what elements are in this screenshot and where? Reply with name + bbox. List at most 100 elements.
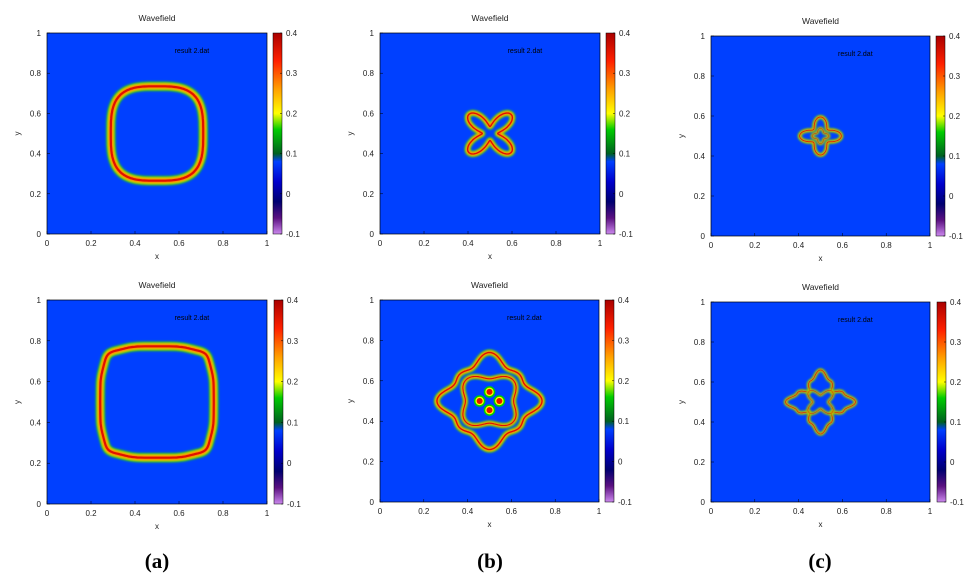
colorbar-tick-label: 0.2 xyxy=(949,112,961,121)
plot-title: Wavefield xyxy=(138,13,175,23)
colorbar-tick-label: -0.1 xyxy=(949,232,963,241)
y-tick-label: 0.2 xyxy=(694,458,706,467)
wavefront xyxy=(798,115,843,157)
x-tick-label: 1 xyxy=(928,241,933,250)
colorbar-tick-label: 0.4 xyxy=(950,298,962,307)
y-axis-label: y xyxy=(346,132,355,136)
plot-frame xyxy=(710,301,931,503)
y-tick-label: 0.8 xyxy=(694,338,706,347)
y-tick-label: 1 xyxy=(701,298,706,307)
colorbar xyxy=(272,32,283,235)
wavefield-panel-2: Wavefield result 2.dat 0 0.2 0.4 0.6 0.8 1 0 0.2 0… xyxy=(346,13,633,261)
y-tick-label: 0.6 xyxy=(694,378,706,387)
plot-title: Wavefield xyxy=(802,16,839,26)
x-tick-label: 1 xyxy=(265,239,270,248)
wavefield-panel-4: Wavefield result 2.dat 0 0.2 0.4 0.6 0.8 1 0 0.2 0… xyxy=(13,280,301,531)
field-background xyxy=(711,302,930,502)
wavefront-ring-1-peak xyxy=(109,85,205,182)
colorbar-tick-label: 0.3 xyxy=(618,336,630,345)
colorbar-tick-label: 0 xyxy=(286,190,291,199)
colorbar-tick-label: 0.4 xyxy=(286,29,298,38)
x-tick-label: 0.8 xyxy=(217,239,229,248)
y-tick-label: 1 xyxy=(370,29,375,38)
y-tick-label: 0.6 xyxy=(30,109,42,118)
x-axis-label: x xyxy=(819,254,823,263)
colorbar-tick-label: 0 xyxy=(618,458,623,467)
colorbar-tick-label: 0 xyxy=(949,192,954,201)
y-axis-label: y xyxy=(13,400,22,404)
y-tick-label: 1 xyxy=(37,296,42,305)
x-tick-label: 0 xyxy=(378,507,383,516)
field-background xyxy=(380,300,599,502)
wavefront-ring-1-peak xyxy=(466,112,514,155)
colorbar-tick-label: 0 xyxy=(287,459,292,468)
plot-frame xyxy=(379,32,601,235)
x-axis-label: x xyxy=(488,252,492,261)
y-tick-label: 0.2 xyxy=(694,192,706,201)
x-tick-label: 0.4 xyxy=(462,239,474,248)
colorbar xyxy=(273,299,284,505)
y-tick-label: 0.6 xyxy=(363,377,375,386)
colorbar-tick-label: 0.3 xyxy=(950,338,962,347)
wavefront-ring-1-peak xyxy=(99,345,215,459)
x-tick-label: 0.4 xyxy=(793,507,805,516)
wavefront-ring-2-peak xyxy=(811,128,830,144)
y-tick-label: 0.4 xyxy=(694,152,706,161)
x-tick-label: 0.8 xyxy=(881,507,893,516)
plot-title: Wavefield xyxy=(802,282,839,292)
colorbar-tick-label: -0.1 xyxy=(286,230,300,239)
x-axis-label: x xyxy=(488,520,492,529)
y-tick-label: 0.8 xyxy=(30,69,42,78)
plot-frame xyxy=(379,299,600,503)
legend-entry: result 2.dat xyxy=(838,317,873,324)
x-tick-label: 0.4 xyxy=(462,507,474,516)
colorbar xyxy=(936,301,947,503)
x-tick-label: 0.6 xyxy=(506,507,518,516)
wavefront-spot-core-2 xyxy=(486,407,493,414)
x-tick-label: 0.6 xyxy=(506,239,518,248)
y-tick-label: 0.8 xyxy=(363,69,375,78)
wavefield-panel-5: Wavefield result 2.dat 0 0.2 0.4 0.6 0.8 1 0 0.2 0… xyxy=(346,280,632,529)
y-tick-label: 0 xyxy=(37,500,42,509)
legend-entry: result 2.dat xyxy=(508,48,543,55)
colorbar-tick-label: 0.4 xyxy=(287,296,299,305)
x-axis-label: x xyxy=(819,520,823,529)
panel-label-a: (a) xyxy=(145,549,170,573)
x-tick-label: 0.2 xyxy=(749,507,761,516)
y-tick-label: 0.4 xyxy=(363,150,375,159)
x-tick-label: 0.4 xyxy=(129,509,141,518)
x-axis-label: x xyxy=(155,522,159,531)
wavefront xyxy=(464,110,516,157)
plot-title: Wavefield xyxy=(138,280,175,290)
wavefront xyxy=(106,81,208,186)
y-tick-label: 1 xyxy=(370,296,375,305)
colorbar-tick-label: -0.1 xyxy=(618,498,632,507)
y-tick-label: 0 xyxy=(37,230,42,239)
colorbar-tick-label: 0 xyxy=(619,190,624,199)
colorbar-tick-label: 0.4 xyxy=(618,296,630,305)
colorbar-tick-label: -0.1 xyxy=(619,230,633,239)
y-axis-label: y xyxy=(346,399,355,403)
colorbar-tick-label: 0.1 xyxy=(949,152,961,161)
wavefront-spot-core-4 xyxy=(496,398,503,404)
field-background xyxy=(711,36,930,236)
x-tick-label: 0.4 xyxy=(793,241,805,250)
x-tick-label: 0 xyxy=(45,239,50,248)
y-tick-label: 0 xyxy=(370,230,375,239)
colorbar-tick-label: 0.1 xyxy=(950,418,962,427)
x-tick-label: 0.2 xyxy=(418,239,430,248)
x-tick-label: 0.6 xyxy=(837,507,849,516)
x-tick-label: 0 xyxy=(45,509,50,518)
colorbar-tick-label: 0.3 xyxy=(286,69,298,78)
legend-entry: result 2.dat xyxy=(175,315,210,322)
y-tick-label: 0.6 xyxy=(694,112,706,121)
plot-frame xyxy=(46,32,268,235)
x-tick-label: 0 xyxy=(378,239,383,248)
legend-entry: result 2.dat xyxy=(507,315,542,322)
colorbar xyxy=(935,35,946,237)
field-background xyxy=(47,300,267,504)
wavefront-spot-core-3 xyxy=(476,398,483,404)
y-tick-label: 0.8 xyxy=(694,72,706,81)
colorbar xyxy=(605,32,616,235)
x-tick-label: 0.6 xyxy=(173,239,185,248)
